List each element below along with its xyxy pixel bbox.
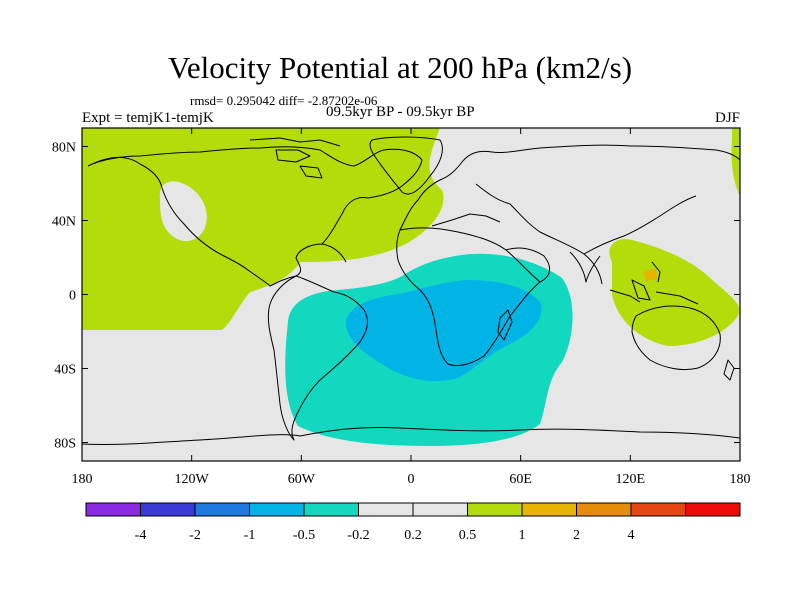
coast-new-zealand bbox=[723, 359, 735, 381]
coast-canadian-islands bbox=[249, 137, 341, 179]
coastlines bbox=[82, 136, 740, 446]
y-tick-label: 80N bbox=[52, 141, 76, 156]
neutral-patch-pacific bbox=[159, 181, 207, 242]
x-axis: 180 120W 60W 0 60E 120E 180 bbox=[72, 128, 751, 487]
experiment-label: Expt = temjK1-temjK bbox=[82, 110, 214, 126]
colorbar-label: -0.2 bbox=[347, 528, 369, 543]
coast-africa bbox=[396, 227, 541, 367]
x-tick-label: 180 bbox=[72, 472, 93, 487]
x-tick-label: 120W bbox=[175, 472, 210, 487]
coast-madagascar bbox=[497, 309, 513, 341]
colorbar: -4 -2 -1 -0.5 -0.2 0.2 0.5 1 2 4 bbox=[85, 502, 741, 543]
colorbar-label: -4 bbox=[135, 528, 147, 543]
coast-greenland bbox=[369, 136, 443, 195]
positive-strong-patch bbox=[644, 268, 657, 281]
positive-region-west bbox=[82, 128, 444, 330]
season-label: DJF bbox=[714, 110, 740, 126]
colorbar-swatch bbox=[412, 502, 468, 517]
colorbar-swatch bbox=[140, 502, 196, 517]
coast-north-america bbox=[87, 146, 423, 287]
y-tick-label: 40N bbox=[52, 215, 76, 230]
negative-region-moderate bbox=[345, 280, 542, 382]
positive-region-northeast bbox=[731, 128, 740, 196]
x-tick-label: 180 bbox=[730, 472, 751, 487]
coast-maritime-islands bbox=[609, 261, 699, 305]
y-axis: 80N 40N 0 40S 80S bbox=[52, 141, 740, 452]
coast-south-america bbox=[267, 275, 368, 441]
colorbar-label: 4 bbox=[628, 528, 635, 543]
colorbar-swatch bbox=[630, 502, 686, 517]
coast-europe-asia bbox=[399, 144, 740, 285]
colorbar-label: -1 bbox=[244, 528, 256, 543]
colorbar-swatch bbox=[194, 502, 250, 517]
x-tick-label: 60E bbox=[509, 472, 532, 487]
colorbar-swatch bbox=[467, 502, 523, 517]
y-tick-label: 40S bbox=[54, 363, 76, 378]
colorbar-label: -2 bbox=[189, 528, 201, 543]
y-tick-label: 0 bbox=[69, 289, 76, 304]
colorbar-swatch bbox=[358, 502, 414, 517]
x-tick-label: 60W bbox=[288, 472, 316, 487]
colorbar-label: 0.5 bbox=[459, 528, 477, 543]
colorbar-swatch bbox=[685, 502, 741, 517]
y-tick-label: 80S bbox=[54, 437, 76, 452]
colorbar-label: 2 bbox=[573, 528, 580, 543]
colorbar-label: -0.5 bbox=[293, 528, 315, 543]
colorbar-swatch bbox=[576, 502, 632, 517]
colorbar-label: 0.2 bbox=[404, 528, 422, 543]
coast-india bbox=[569, 251, 601, 283]
map-title: Velocity Potential at 200 hPa (km2/s) bbox=[167, 50, 633, 85]
x-tick-label: 120E bbox=[616, 472, 646, 487]
x-tick-label: 0 bbox=[408, 472, 415, 487]
period-label: 09.5kyr BP - 09.5kyr BP bbox=[326, 104, 475, 120]
colorbar-swatch bbox=[249, 502, 305, 517]
coast-australia bbox=[631, 305, 721, 371]
positive-region-maritime bbox=[609, 239, 740, 346]
colorbar-swatch bbox=[521, 502, 577, 517]
colorbar-swatch bbox=[85, 502, 141, 517]
coast-antarctica bbox=[82, 426, 740, 446]
coast-arabia bbox=[505, 247, 550, 283]
colorbar-swatch bbox=[303, 502, 359, 517]
map-field bbox=[82, 128, 740, 461]
colorbar-label: 1 bbox=[519, 528, 526, 543]
stats-line: rmsd= 0.295042 diff= -2.87202e-06 bbox=[190, 93, 378, 108]
